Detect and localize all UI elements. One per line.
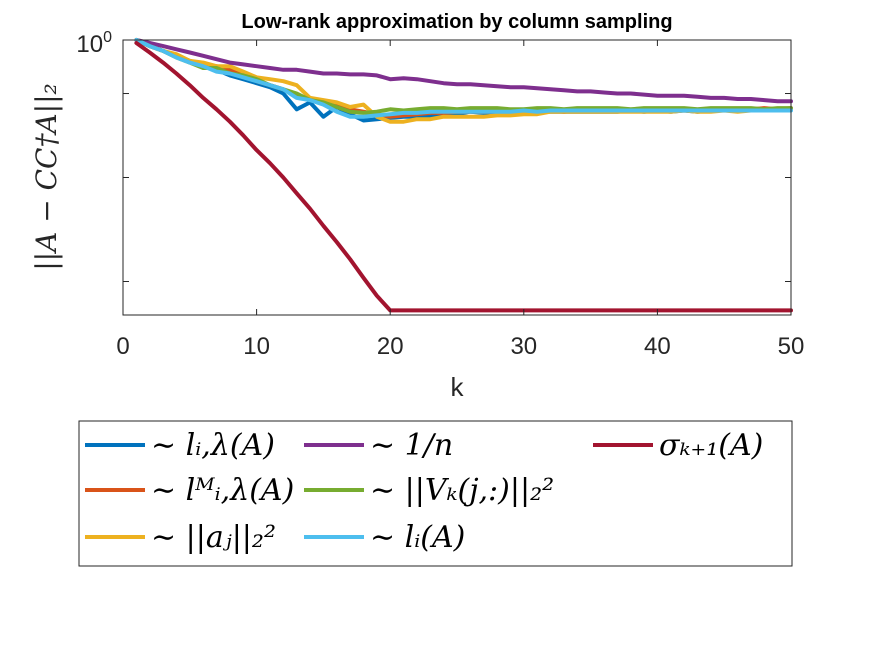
legend-label-4: ∼ 1/n <box>370 428 453 463</box>
x-tick-label-10: 10 <box>243 333 270 360</box>
series-layer <box>134 38 793 313</box>
legend-label-7: σₖ₊₁(A) <box>659 428 763 463</box>
axes-layer <box>122 39 792 316</box>
y-axis-label: ||A − CC†A||₂ <box>30 83 63 271</box>
legend-box <box>78 420 793 567</box>
x-tick-label-0: 0 <box>116 333 129 360</box>
series-line-6 <box>134 38 793 119</box>
y-tick-label-base: 10 <box>76 31 103 58</box>
plot-area <box>123 40 791 315</box>
x-tick-label-50: 50 <box>778 333 805 360</box>
series-line-4 <box>134 38 793 104</box>
legend: ∼ lᵢ,λ(A) ∼ lᴹᵢ,λ(A) ∼ ||aⱼ||₂² ∼ 1/n ∼ ||Vₖ… <box>78 420 793 567</box>
y-axis-label-group: ||A − CC†A||₂ <box>30 83 63 271</box>
legend-label-2: ∼ lᴹᵢ,λ(A) <box>151 473 294 508</box>
y-tick-labels: 100 <box>76 29 112 58</box>
x-tick-label-20: 20 <box>377 333 404 360</box>
chart-title: Low-rank approximation by column samplin… <box>241 11 672 33</box>
legend-label-1: ∼ lᵢ,λ(A) <box>151 428 275 463</box>
series-line-7 <box>134 41 793 313</box>
x-axis-label: k <box>451 372 465 402</box>
y-tick-label-top: 100 <box>76 29 112 58</box>
legend-label-6: ∼ lᵢ(A) <box>370 520 465 555</box>
x-tick-label-40: 40 <box>644 333 671 360</box>
y-tick-label-exp: 0 <box>103 29 112 46</box>
plot-background <box>123 40 791 315</box>
legend-label-5: ∼ ||Vₖ(j,:)||₂² <box>370 473 554 508</box>
legend-label-3: ∼ ||aⱼ||₂² <box>151 520 276 555</box>
x-tick-label-30: 30 <box>510 333 537 360</box>
x-tick-labels: 0 10 20 30 40 50 <box>116 333 804 360</box>
